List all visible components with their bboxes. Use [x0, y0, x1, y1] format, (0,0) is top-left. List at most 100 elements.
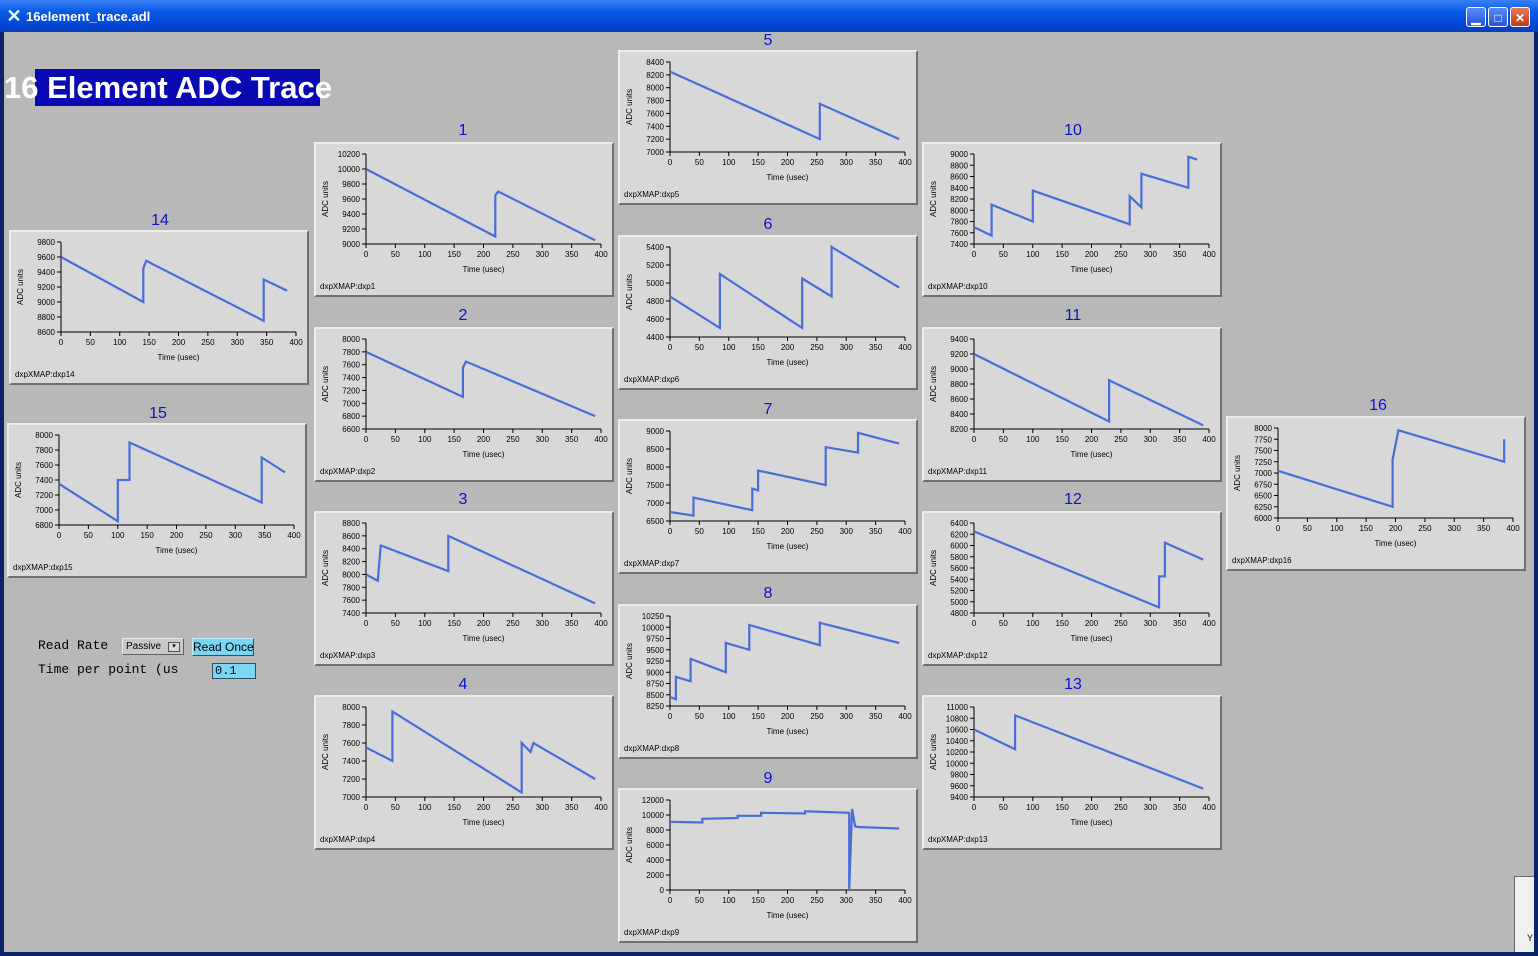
y-tick-label: 6800 — [35, 521, 53, 530]
plot-source-label: dxpXMAP:dxp1 — [320, 282, 376, 291]
x-tick-label: 300 — [536, 619, 550, 628]
plot-title: 11 — [1064, 307, 1082, 324]
y-tick-label: 10000 — [642, 811, 665, 820]
x-tick-label: 350 — [869, 896, 883, 905]
minimize-button[interactable]: ▁ — [1466, 7, 1486, 27]
y-tick-label: 6750 — [1254, 480, 1272, 489]
y-tick-label: 4400 — [646, 333, 664, 342]
cartesian-plot-panel[interactable]: 0 50 100 150 200 250 300 350 400 6500 7000 7500 8000… — [618, 419, 918, 574]
x-tick-label: 350 — [1173, 803, 1187, 812]
trace-line — [365, 534, 596, 605]
time-per-point-input[interactable]: 0.1 — [212, 663, 256, 679]
plot-title: 10 — [1064, 122, 1082, 139]
cartesian-plot-panel[interactable]: 0 50 100 150 200 250 300 350 400 4400 4600 4800 5000… — [618, 235, 918, 390]
cartesian-plot-panel[interactable]: 0 50 100 150 200 250 300 350 400 7400 7600 7800 8000… — [314, 511, 614, 666]
x-tick-label: 300 — [1448, 524, 1462, 533]
x-tick-label: 50 — [1303, 524, 1312, 533]
plot-source-label: dxpXMAP:dxp6 — [624, 375, 680, 384]
x-tick-label: 0 — [364, 250, 369, 259]
cartesian-plot-panel[interactable]: 0 50 100 150 200 250 300 350 400 6600 6800 7000 7200… — [314, 327, 614, 482]
trace-line — [669, 431, 900, 517]
x-tick-label: 200 — [1085, 803, 1099, 812]
y-tick-label: 8400 — [646, 58, 664, 67]
y-tick-label: 6000 — [646, 841, 664, 850]
y-tick-label: 8250 — [646, 702, 664, 711]
cartesian-plot-panel[interactable]: 0 50 100 150 200 250 300 350 400 8200 8400 8600 8800… — [922, 327, 1222, 482]
y-tick-label: 7250 — [1254, 458, 1272, 467]
trace-line — [669, 245, 900, 331]
offscreen-window-edge[interactable]: Y — [1514, 876, 1534, 952]
plot-source-label: dxpXMAP:dxp10 — [928, 282, 988, 291]
x-tick-label: 50 — [695, 158, 704, 167]
cartesian-plot-panel[interactable]: 0 50 100 150 200 250 300 350 400 8600 8800 9000 9200… — [9, 230, 309, 385]
cartesian-plot-panel[interactable]: 0 50 100 150 200 250 300 350 400 7400 7600 7800 8000… — [922, 142, 1222, 297]
x-tick-label: 200 — [172, 338, 186, 347]
x-tick-label: 400 — [289, 338, 303, 347]
x-tick-label: 250 — [810, 158, 824, 167]
y-tick-label: 9600 — [342, 195, 360, 204]
read-rate-menu[interactable]: Passive ▾ — [122, 638, 184, 655]
y-tick-label: 6600 — [342, 425, 360, 434]
y-tick-label: 8600 — [37, 328, 55, 337]
cartesian-plot-panel[interactable]: 0 50 100 150 200 250 300 350 400 7000 7200 7400 7600… — [618, 50, 918, 205]
y-tick-label: 7800 — [342, 583, 360, 592]
y-tick-label: 9500 — [646, 646, 664, 655]
x-tick-label: 350 — [869, 158, 883, 167]
x-axis-label: Time (usec) — [1071, 265, 1113, 274]
cartesian-plot-panel[interactable]: 0 50 100 150 200 250 300 350 400 9000 9200 9400 9600… — [314, 142, 614, 297]
trace-line — [669, 808, 900, 891]
y-tick-label: 9800 — [950, 771, 968, 780]
plot-source-label: dxpXMAP:dxp13 — [928, 835, 988, 844]
cartesian-plot-panel[interactable]: 0 50 100 150 200 250 300 350 400 6000 6250 6500 6750… — [1226, 416, 1526, 571]
y-axis-label: ADC units — [1233, 455, 1242, 491]
x-tick-label: 300 — [536, 435, 550, 444]
plot-source-label: dxpXMAP:dxp12 — [928, 651, 988, 660]
x-tick-label: 150 — [447, 250, 461, 259]
y-axis-label: ADC units — [929, 366, 938, 402]
trace-line — [973, 353, 1204, 427]
x-axis-label: Time (usec) — [463, 450, 505, 459]
read-once-button[interactable]: Read Once — [192, 638, 254, 656]
y-tick-label: 5800 — [950, 553, 968, 562]
x-tick-label: 350 — [260, 338, 274, 347]
x-tick-label: 400 — [898, 712, 912, 721]
x-tick-label: 50 — [999, 803, 1008, 812]
close-button[interactable]: ✕ — [1510, 7, 1530, 27]
plot-title: 1 — [458, 122, 468, 139]
y-tick-label: 7200 — [35, 491, 53, 500]
cartesian-plot-panel[interactable]: 0 50 100 150 200 250 300 350 400 0 2000 4000 6000 800… — [618, 788, 918, 943]
y-tick-label: 7400 — [950, 240, 968, 249]
x-tick-label: 50 — [391, 435, 400, 444]
y-tick-label: 6800 — [342, 412, 360, 421]
plot-source-label: dxpXMAP:dxp8 — [624, 744, 680, 753]
x-tick-label: 150 — [1055, 803, 1069, 812]
chart: 0 50 100 150 200 250 300 350 400 7000 7200 7400 7600… — [320, 703, 608, 844]
y-axis-label: ADC units — [321, 734, 330, 770]
trace-line — [365, 709, 596, 795]
maximize-button[interactable]: □ — [1488, 7, 1508, 27]
y-tick-label: 7000 — [646, 148, 664, 157]
y-tick-label: 9400 — [950, 793, 968, 802]
x-tick-label: 400 — [594, 803, 608, 812]
chart: 0 50 100 150 200 250 300 350 400 8250 8500 8750 9000… — [624, 612, 912, 753]
plot-source-label: dxpXMAP:dxp9 — [624, 928, 680, 937]
chart: 0 50 100 150 200 250 300 350 400 7400 7600 7800 8000… — [928, 150, 1216, 291]
cartesian-plot-panel[interactable]: 0 50 100 150 200 250 300 350 400 8250 8500 8750 9000… — [618, 604, 918, 759]
x-tick-label: 50 — [84, 531, 93, 540]
cartesian-plot-panel[interactable]: 0 50 100 150 200 250 300 350 400 4800 5000 5200 5400… — [922, 511, 1222, 666]
x-tick-label: 150 — [142, 338, 156, 347]
cartesian-plot-panel[interactable]: 0 50 100 150 200 250 300 350 400 9400 9600 9800 1000… — [922, 695, 1222, 850]
x-tick-label: 150 — [751, 158, 765, 167]
x-tick-label: 350 — [1173, 435, 1187, 444]
y-tick-label: 9250 — [646, 657, 664, 666]
cartesian-plot-panel[interactable]: 0 50 100 150 200 250 300 350 400 7000 7200 7400 7600… — [314, 695, 614, 850]
chart: 0 50 100 150 200 250 300 350 400 6000 6250 6500 6750… — [1232, 424, 1520, 565]
y-tick-label: 10200 — [338, 150, 361, 159]
x-tick-label: 250 — [810, 343, 824, 352]
plot-title: 14 — [151, 212, 169, 229]
x-tick-label: 250 — [201, 338, 215, 347]
cartesian-plot-panel[interactable]: 0 50 100 150 200 250 300 350 400 6800 7000 7200 7400… — [7, 423, 307, 578]
y-tick-label: 7750 — [1254, 435, 1272, 444]
y-tick-label: 5400 — [646, 243, 664, 252]
x-tick-label: 350 — [869, 712, 883, 721]
